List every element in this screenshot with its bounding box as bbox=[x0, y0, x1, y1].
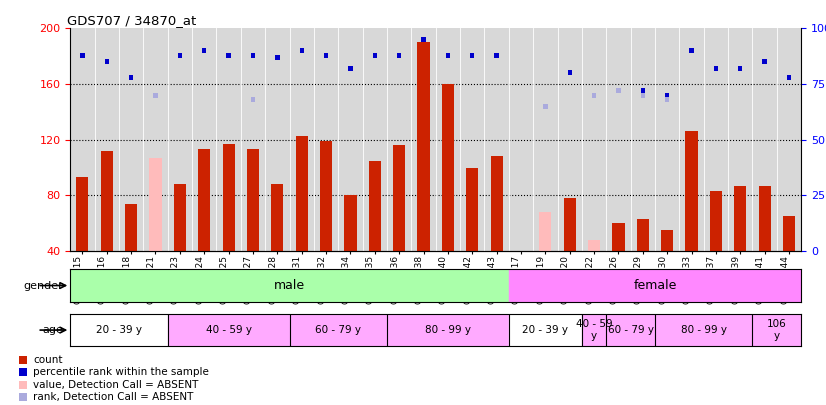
Bar bbox=[686, 131, 698, 251]
Bar bbox=[690, 48, 694, 53]
Bar bbox=[616, 88, 620, 93]
Bar bbox=[787, 75, 791, 80]
Bar bbox=[368, 161, 381, 251]
Text: gender: gender bbox=[23, 281, 63, 290]
Bar bbox=[173, 184, 186, 251]
Bar bbox=[762, 59, 767, 64]
Bar bbox=[222, 144, 235, 251]
Bar bbox=[154, 93, 158, 98]
Bar bbox=[539, 212, 552, 251]
Text: 40 - 59
y: 40 - 59 y bbox=[576, 319, 612, 341]
Bar bbox=[226, 53, 230, 58]
Bar bbox=[710, 191, 722, 251]
Bar bbox=[105, 59, 109, 64]
Text: GDS707 / 34870_at: GDS707 / 34870_at bbox=[67, 14, 196, 27]
Bar bbox=[202, 48, 206, 53]
Bar bbox=[509, 314, 582, 346]
Text: 60 - 79 y: 60 - 79 y bbox=[608, 325, 653, 335]
Bar bbox=[70, 314, 168, 346]
Bar bbox=[349, 66, 353, 71]
Bar bbox=[637, 219, 649, 251]
Bar bbox=[168, 314, 290, 346]
Bar bbox=[300, 48, 304, 53]
Bar bbox=[198, 149, 211, 251]
Bar bbox=[544, 104, 548, 109]
Bar bbox=[563, 198, 576, 251]
Text: percentile rank within the sample: percentile rank within the sample bbox=[33, 367, 209, 377]
Bar bbox=[612, 223, 624, 251]
Bar bbox=[758, 185, 771, 251]
Bar bbox=[251, 97, 255, 102]
Bar bbox=[592, 93, 596, 98]
Bar bbox=[567, 70, 572, 75]
Bar bbox=[320, 141, 332, 251]
Bar bbox=[417, 42, 430, 251]
Bar bbox=[70, 269, 509, 302]
Bar bbox=[150, 158, 162, 251]
Bar bbox=[393, 145, 406, 251]
Bar bbox=[397, 53, 401, 58]
Bar bbox=[606, 314, 655, 346]
Text: 40 - 59 y: 40 - 59 y bbox=[206, 325, 252, 335]
Bar bbox=[178, 53, 182, 58]
Text: value, Detection Call = ABSENT: value, Detection Call = ABSENT bbox=[33, 380, 198, 390]
Bar bbox=[387, 314, 509, 346]
Bar bbox=[641, 93, 645, 98]
Bar bbox=[247, 149, 259, 251]
Bar bbox=[509, 269, 801, 302]
Bar bbox=[76, 177, 88, 251]
Bar bbox=[101, 151, 113, 251]
Bar bbox=[665, 97, 669, 102]
Bar bbox=[470, 53, 474, 58]
Text: female: female bbox=[634, 279, 676, 292]
Bar bbox=[588, 240, 601, 251]
Text: 20 - 39 y: 20 - 39 y bbox=[522, 325, 568, 335]
Bar bbox=[616, 88, 620, 93]
Bar bbox=[80, 53, 84, 58]
Bar bbox=[275, 55, 279, 60]
Bar bbox=[129, 75, 133, 80]
Bar bbox=[665, 93, 669, 98]
Bar bbox=[641, 88, 645, 93]
Bar bbox=[734, 185, 747, 251]
Bar bbox=[491, 156, 503, 251]
Text: age: age bbox=[42, 325, 63, 335]
Bar bbox=[373, 53, 377, 58]
Text: male: male bbox=[274, 279, 305, 292]
Bar bbox=[582, 314, 606, 346]
Bar bbox=[296, 136, 308, 251]
Text: 106
y: 106 y bbox=[767, 319, 786, 341]
Bar bbox=[271, 184, 283, 251]
Bar bbox=[738, 66, 743, 71]
Bar bbox=[421, 37, 425, 42]
Bar bbox=[125, 204, 137, 251]
Text: count: count bbox=[33, 355, 63, 365]
Bar bbox=[783, 216, 795, 251]
Text: 60 - 79 y: 60 - 79 y bbox=[316, 325, 361, 335]
Bar bbox=[344, 195, 357, 251]
Bar bbox=[324, 53, 328, 58]
Text: 20 - 39 y: 20 - 39 y bbox=[96, 325, 142, 335]
Bar bbox=[290, 314, 387, 346]
Bar bbox=[752, 314, 801, 346]
Text: rank, Detection Call = ABSENT: rank, Detection Call = ABSENT bbox=[33, 392, 193, 402]
Bar bbox=[495, 53, 499, 58]
Bar bbox=[466, 168, 478, 251]
Bar bbox=[442, 84, 454, 251]
Bar bbox=[714, 66, 718, 71]
Bar bbox=[251, 53, 255, 58]
Bar bbox=[655, 314, 752, 346]
Bar bbox=[661, 230, 673, 251]
Text: 80 - 99 y: 80 - 99 y bbox=[425, 325, 471, 335]
Text: 80 - 99 y: 80 - 99 y bbox=[681, 325, 727, 335]
Bar bbox=[446, 53, 450, 58]
